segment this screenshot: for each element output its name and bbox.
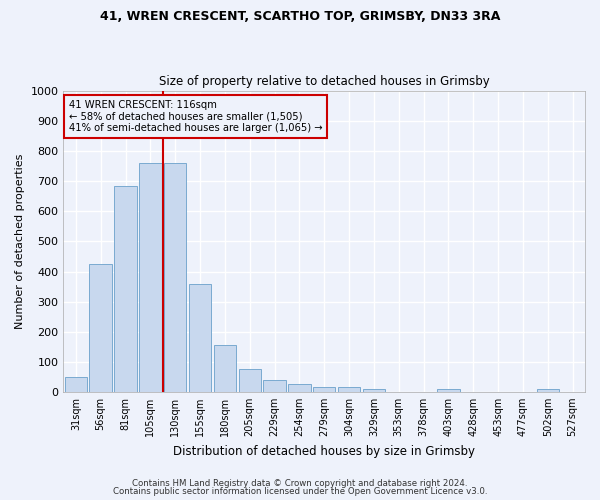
Bar <box>214 345 236 392</box>
Title: Size of property relative to detached houses in Grimsby: Size of property relative to detached ho… <box>159 76 490 88</box>
X-axis label: Distribution of detached houses by size in Grimsby: Distribution of detached houses by size … <box>173 444 475 458</box>
Text: Contains HM Land Registry data © Crown copyright and database right 2024.: Contains HM Land Registry data © Crown c… <box>132 478 468 488</box>
Bar <box>313 386 335 392</box>
Text: 41 WREN CRESCENT: 116sqm
← 58% of detached houses are smaller (1,505)
41% of sem: 41 WREN CRESCENT: 116sqm ← 58% of detach… <box>68 100 322 134</box>
Y-axis label: Number of detached properties: Number of detached properties <box>15 154 25 329</box>
Text: 41, WREN CRESCENT, SCARTHO TOP, GRIMSBY, DN33 3RA: 41, WREN CRESCENT, SCARTHO TOP, GRIMSBY,… <box>100 10 500 23</box>
Bar <box>164 163 187 392</box>
Bar <box>65 377 87 392</box>
Bar <box>239 369 261 392</box>
Bar <box>189 284 211 392</box>
Bar <box>338 386 360 392</box>
Text: Contains public sector information licensed under the Open Government Licence v3: Contains public sector information licen… <box>113 487 487 496</box>
Bar <box>263 380 286 392</box>
Bar <box>536 389 559 392</box>
Bar <box>139 163 161 392</box>
Bar <box>288 384 311 392</box>
Bar <box>363 389 385 392</box>
Bar <box>437 389 460 392</box>
Bar <box>115 186 137 392</box>
Bar <box>89 264 112 392</box>
